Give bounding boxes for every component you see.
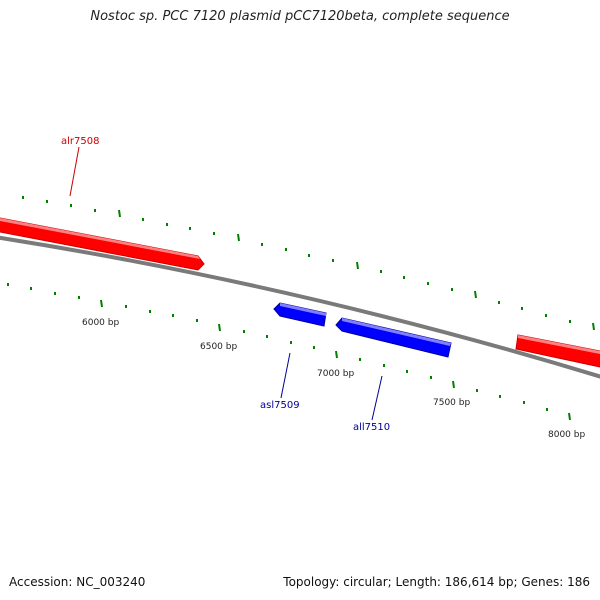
bp-label-8000: 8000 bp bbox=[548, 430, 585, 440]
tick-major bbox=[568, 412, 571, 421]
tick-major bbox=[100, 299, 103, 308]
outer-tick-row bbox=[22, 196, 595, 331]
gene-highlight bbox=[518, 335, 600, 355]
tick-major bbox=[335, 350, 338, 359]
gene-label-alr7508[interactable]: alr7508 bbox=[61, 136, 99, 147]
tick-major bbox=[218, 323, 221, 332]
gene-alr7508[interactable] bbox=[0, 217, 205, 271]
accession-label: Accession: NC_003240 bbox=[9, 575, 146, 589]
gene-red-right[interactable] bbox=[515, 334, 600, 368]
topology-summary: Topology: circular; Length: 186,614 bp; … bbox=[283, 575, 590, 589]
tick-major bbox=[237, 233, 240, 242]
leader-line-all7510 bbox=[371, 375, 383, 421]
tick-major bbox=[474, 290, 477, 299]
tick-major bbox=[452, 380, 455, 389]
tick-major bbox=[118, 209, 121, 218]
tick-major bbox=[356, 261, 359, 270]
map-title: Nostoc sp. PCC 7120 plasmid pCC7120beta,… bbox=[90, 9, 510, 24]
bp-label-7500: 7500 bp bbox=[433, 398, 470, 408]
leader-line-alr7508 bbox=[69, 146, 80, 197]
bp-label-6500: 6500 bp bbox=[200, 342, 237, 352]
gene-highlight bbox=[342, 318, 451, 346]
gene-asl7509[interactable] bbox=[273, 302, 327, 327]
gene-arrow-all7510[interactable] bbox=[335, 317, 452, 358]
gene-all7510[interactable] bbox=[335, 317, 452, 358]
gene-highlight bbox=[0, 217, 200, 259]
gene-arrow-asl7509[interactable] bbox=[273, 302, 327, 327]
tick-major bbox=[592, 322, 595, 331]
leader-line-asl7509 bbox=[280, 352, 291, 399]
bp-label-6000: 6000 bp bbox=[82, 318, 119, 328]
inner-tick-row bbox=[7, 283, 571, 421]
bp-label-7000: 7000 bp bbox=[317, 369, 354, 379]
gene-highlight bbox=[280, 303, 326, 316]
plasmid-backbone bbox=[0, 235, 600, 379]
gene-label-asl7509[interactable]: asl7509 bbox=[260, 400, 300, 411]
gene-label-all7510[interactable]: all7510 bbox=[353, 422, 390, 433]
